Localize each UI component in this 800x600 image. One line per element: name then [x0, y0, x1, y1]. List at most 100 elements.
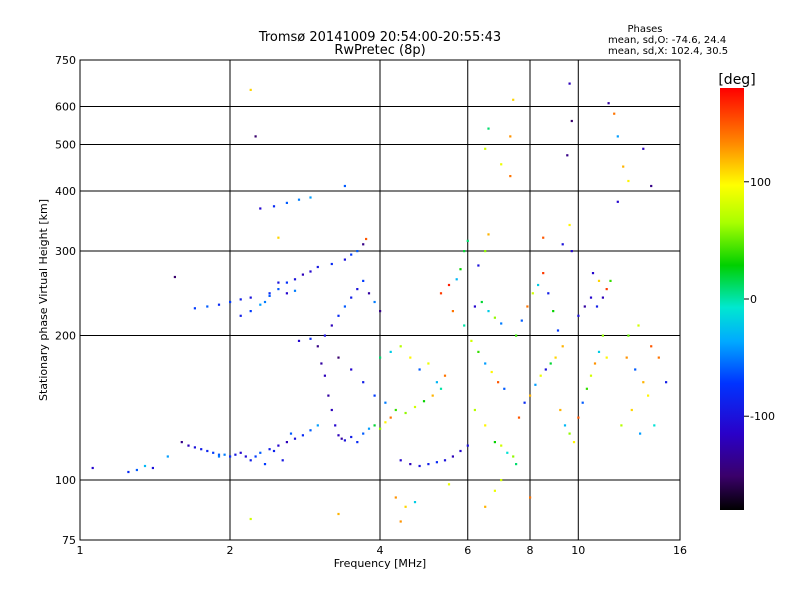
data-point [350, 435, 353, 439]
x-tick-label: 8 [527, 544, 534, 557]
data-point [301, 434, 304, 437]
data-point [350, 296, 353, 299]
data-point [459, 449, 462, 453]
data-point [263, 300, 267, 304]
data-point [487, 310, 490, 313]
data-point [234, 453, 237, 456]
data-point [470, 339, 473, 342]
y-tick-label: 600 [55, 101, 76, 114]
data-point [439, 292, 443, 295]
x-axis-ticks: 1 2 4 6 8 10 16 [77, 544, 688, 557]
data-point [143, 464, 147, 468]
data-point [200, 448, 203, 451]
data-point [620, 424, 623, 427]
data-point [394, 408, 397, 412]
data-point [418, 464, 421, 468]
data-point [484, 505, 487, 508]
data-point [500, 163, 503, 166]
data-point [589, 374, 593, 377]
data-point [259, 207, 262, 210]
y-tick-label: 100 [55, 474, 76, 487]
data-point [301, 273, 304, 276]
data-point [309, 429, 312, 432]
data-point [431, 394, 434, 397]
data-point [293, 289, 297, 292]
data-point [365, 237, 368, 241]
data-point [180, 441, 183, 444]
data-point [285, 281, 288, 284]
data-point [187, 444, 190, 447]
data-point [570, 119, 573, 123]
x-tick-label: 10 [571, 544, 585, 557]
data-point [259, 303, 262, 306]
data-point [135, 468, 138, 472]
data-point [239, 298, 242, 301]
data-point [217, 303, 221, 306]
data-point [647, 394, 650, 397]
data-point [399, 345, 402, 348]
data-point [549, 362, 552, 365]
data-point [451, 310, 454, 313]
stats-o: mean, sd,O: -74.6, 24.4 [608, 35, 726, 46]
data-point [642, 381, 645, 384]
data-point [350, 253, 353, 256]
data-point [487, 233, 490, 236]
data-point [173, 275, 176, 279]
data-point [404, 505, 407, 508]
data-point [493, 441, 496, 444]
data-point [500, 479, 503, 482]
data-point [542, 236, 545, 239]
data-point [563, 424, 567, 427]
data-point [443, 374, 447, 377]
data-point [512, 98, 515, 101]
x-tick-label: 4 [377, 544, 384, 557]
data-point [477, 350, 480, 353]
data-point [435, 381, 438, 384]
stats-heading: Phases [627, 24, 662, 35]
data-point [463, 324, 466, 327]
data-point [350, 368, 353, 371]
data-point [607, 102, 610, 105]
data-point [249, 459, 252, 462]
data-point [389, 350, 392, 353]
data-point [409, 356, 412, 359]
data-point [601, 296, 604, 299]
data-point [337, 434, 340, 437]
data-point [127, 470, 130, 474]
data-point [309, 270, 312, 273]
data-point [595, 305, 599, 308]
data-point [493, 316, 496, 319]
data-point [277, 281, 280, 284]
data-point [316, 345, 319, 348]
data-point [572, 441, 576, 444]
data-point [422, 400, 426, 403]
data-point [151, 466, 154, 470]
data-point [463, 250, 466, 253]
y-tick-label: 200 [55, 330, 76, 343]
data-point [263, 463, 267, 466]
data-point [490, 370, 493, 374]
data-point [466, 239, 469, 242]
data-point [330, 408, 333, 412]
data-point [277, 236, 280, 239]
grid [80, 60, 680, 540]
data-point [577, 314, 580, 317]
data-point [343, 439, 346, 442]
data-point [515, 334, 518, 337]
data-point [254, 135, 257, 138]
data-point [277, 444, 280, 447]
data-point [399, 459, 402, 462]
data-point [277, 288, 280, 291]
data-point [570, 250, 573, 253]
data-point [379, 427, 382, 430]
data-point [552, 310, 555, 313]
colorbar-ticks: 100 0 -100 [744, 176, 775, 423]
y-tick-label: 500 [55, 139, 76, 152]
data-point [373, 424, 376, 427]
data-point [459, 268, 462, 271]
data-point [650, 345, 653, 348]
data-point [568, 432, 571, 435]
data-point [531, 292, 534, 295]
data-point [268, 448, 271, 451]
data-point [622, 165, 625, 168]
